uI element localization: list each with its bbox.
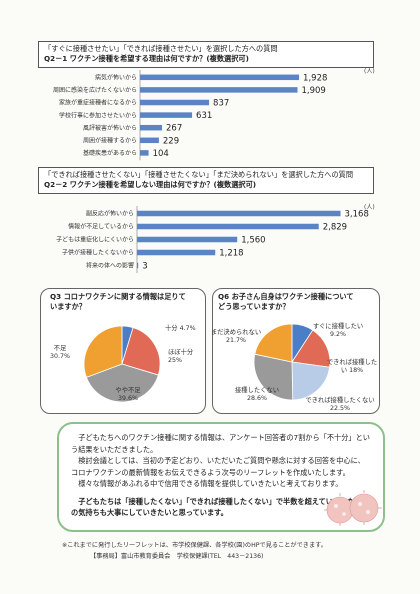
bar	[137, 249, 216, 256]
summary-message-box: 子どもたちへのワクチン接種に関する情報は、アンケート回答者の7割から「不十分」と…	[57, 422, 385, 532]
q2-2-header: 「できれば接種させたくない」「接種させたくない」「まだ決められない」を選択した方…	[38, 167, 374, 194]
q2-2-intro: 「できれば接種させたくない」「接種させたくない」「まだ決められない」を選択した方…	[44, 170, 354, 179]
pie-slice	[254, 323, 293, 363]
virus-illustration-icon	[324, 490, 382, 526]
category-label: 情報が不足しているから	[68, 223, 134, 231]
q6-pie-chart: すぐに接種したい 9.2% できれば接種したい 18% できれば接種したくない 22.5…	[212, 321, 377, 412]
slice-label: まだ決められない 21.7%	[212, 327, 261, 344]
bar	[137, 223, 319, 230]
category-label: 学校行事に参加させたいから	[59, 111, 137, 119]
pie-slice	[291, 329, 331, 368]
value-label: 1,560	[241, 236, 265, 246]
category-label: 風評被害が怖いから	[83, 124, 137, 132]
value-label: 1,909	[301, 86, 325, 96]
value-label: 3,168	[345, 210, 369, 220]
category-label: 周囲に感染を広げたくないから	[53, 86, 137, 94]
slice-label: 接種したくない 28.6%	[235, 385, 279, 402]
slice-label: できれば接種したい 18%	[327, 357, 377, 374]
slice-label: できれば接種したくない 22.5%	[305, 395, 374, 412]
pie-slice	[85, 363, 159, 403]
message-paragraph-1: 子どもたちへのワクチン接種に関する情報は、アンケート回答者の7割から「不十分」と…	[71, 433, 370, 454]
q2-2-question: Q2－2 ワクチン接種を希望しない理由は何ですか？(複数選択可)	[44, 180, 257, 189]
q2-1-intro: 「すぐに接種させたい」「できれば接種させたい」を選択した方への質問	[44, 44, 278, 53]
bar	[140, 124, 163, 131]
q6-title: Q6 お子さん自身はワクチン接種について どう思っていますか？	[218, 292, 354, 311]
q2-1-bar-chart: 病気が怖いから 1,928 周囲に感染を広げたくないから 1,909 家族が重症接種者に…	[53, 70, 327, 161]
bar	[137, 262, 139, 269]
q2-1-unit: (人)	[364, 68, 375, 75]
slice-label: ほぼ十分 25%	[168, 347, 194, 364]
value-label: 3	[142, 262, 147, 272]
slice-label: 不足 30.7%	[50, 344, 70, 360]
category-label: 子供が接種したくないから	[62, 249, 134, 257]
value-label: 837	[213, 99, 229, 109]
message-paragraph-2: 検討会議としては、当初の予定どおり、いただいたご質問や懸念に対する回答を中心に、…	[71, 456, 365, 477]
q2-1-header: 「すぐに接種させたい」「できれば接種させたい」を選択した方への質問 Q2－1 ワ…	[38, 41, 374, 68]
q2-1-question: Q2－1 ワクチン接種を希望する理由は何ですか？(複数選択可)	[44, 54, 249, 63]
message-paragraph-3: 様々な情報があふれる中で信用できる情報を提供していきたいと考えております。	[78, 479, 343, 488]
value-label: 631	[196, 111, 212, 121]
slice-label: 十分 4.7%	[165, 323, 196, 332]
bar	[140, 137, 159, 144]
bar	[140, 74, 300, 81]
bar	[140, 87, 298, 93]
category-label: 副反応が怖いから	[86, 210, 134, 218]
q2-2-bar-chart: 副反応が怖いから 3,168 情報が不足しているから 2,829 子どもは重症化しにくい…	[56, 206, 369, 273]
value-label: 2,829	[323, 223, 347, 233]
q3-pie-chart: 十分 4.7% ほぼ十分 25% やや不足 39.6% 不足 30.7%	[50, 323, 196, 403]
category-label: 周囲が接種するから	[83, 137, 137, 145]
category-label: 将来の体への影響	[86, 262, 134, 270]
value-label: 1,928	[303, 73, 327, 83]
category-label: 病気が怖いから	[95, 74, 137, 82]
bar	[140, 150, 149, 156]
pie-slice	[121, 327, 161, 376]
value-label: 267	[166, 124, 182, 134]
category-label: 基礎疾患があるから	[83, 149, 137, 157]
q3-title: Q3 コロナワクチンに関する情報は足りて いますか？	[50, 292, 186, 311]
footer-contact: 【事務局】富山市教育委員会 学校保健課(TEL 443－2136)	[90, 553, 264, 560]
message-paragraph-4: 子どもたちは「接種したくない」「できれば接種したくない」で半数を超えていました。…	[71, 496, 369, 518]
slice-label: やや不足 39.6%	[115, 386, 141, 402]
slice-label: すぐに接種したい 9.2%	[313, 321, 363, 338]
q2-2-unit: (人)	[364, 204, 375, 211]
value-label: 1,218	[219, 249, 243, 259]
pie-slice	[83, 325, 123, 378]
bar	[137, 236, 238, 243]
category-label: 家族が重症接種者になるから	[59, 99, 137, 107]
bar	[137, 210, 341, 217]
pie-slice	[291, 361, 331, 401]
bar	[140, 112, 193, 118]
value-label: 104	[153, 149, 169, 159]
pie-slice	[253, 353, 294, 401]
category-label: 子どもは重症化しにくいから	[56, 236, 134, 244]
footer-note: ※これまでに発行したリーフレットは、市学校保健課、各学校(園)のHPで見ることが…	[62, 542, 327, 549]
value-label: 229	[163, 136, 179, 146]
bar	[140, 99, 210, 106]
